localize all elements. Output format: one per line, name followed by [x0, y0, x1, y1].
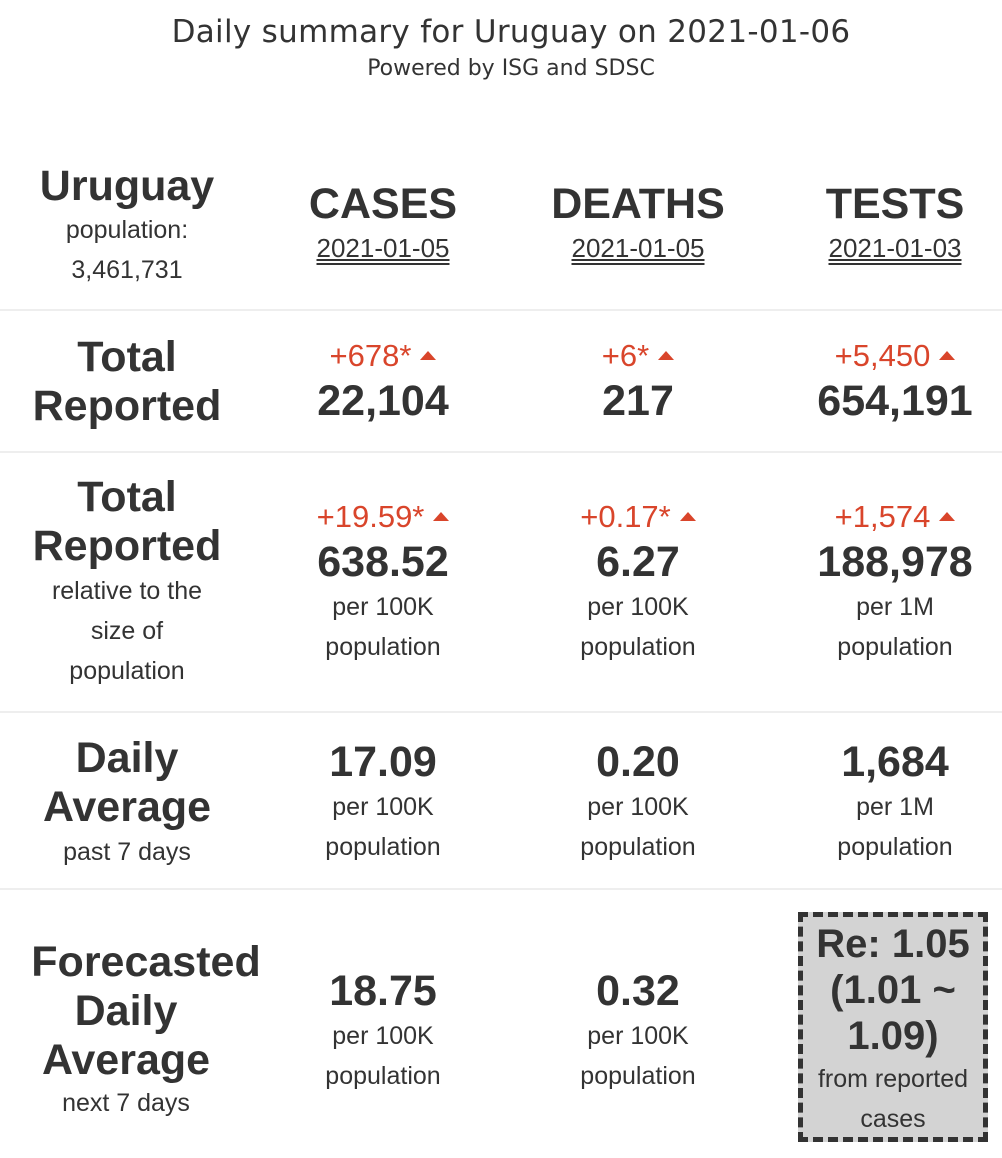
up-triangle-icon	[658, 351, 675, 360]
population-value: 3,461,731	[71, 256, 183, 284]
delta-text: +0.17*	[580, 499, 671, 534]
up-triangle-icon	[939, 351, 956, 360]
total-value: 217	[602, 377, 674, 425]
row-sublabel: population	[69, 657, 185, 685]
delta-value: +1,574	[795, 497, 995, 537]
column-date: 2021-01-03	[828, 233, 962, 263]
unit-label: population	[580, 1062, 696, 1090]
re-estimate-box: Re: 1.05 (1.01 ~ 1.09) from reported cas…	[798, 912, 988, 1142]
daily-value: 17.09	[329, 738, 437, 786]
forecast-value: 18.75	[329, 967, 437, 1015]
re-value: Re: 1.05	[816, 922, 970, 966]
row-divider	[0, 888, 1002, 890]
re-note: cases	[860, 1105, 926, 1133]
up-triangle-icon	[679, 512, 696, 521]
forecast-cases-cell: 18.75 per 100K population	[283, 966, 483, 1096]
unit-label: population	[325, 833, 441, 861]
row-sublabel: size of	[90, 617, 164, 645]
relative-value: 638.52	[317, 538, 449, 586]
row-divider	[0, 451, 1002, 453]
re-interval: (1.01 ~	[830, 968, 956, 1012]
row-label-forecast: Forecasted Daily Average next 7 days	[12, 938, 280, 1121]
row-label-line: Average	[42, 783, 212, 831]
daily-value: 1,684	[841, 738, 949, 786]
row-sublabel: relative to the	[51, 577, 203, 605]
row-label-line: Total	[77, 473, 177, 521]
relative-cases-cell: +19.59* 638.52 per 100K population	[283, 497, 483, 667]
forecast-deaths-cell: 0.32 per 100K population	[538, 966, 738, 1096]
unit-label: population	[837, 833, 953, 861]
row-label-line: Reported	[32, 522, 222, 570]
row-label-daily: Daily Average past 7 days	[17, 734, 237, 872]
column-label: DEATHS	[551, 180, 725, 228]
unit-label: per 100K	[332, 1022, 434, 1050]
column-label: CASES	[308, 180, 458, 228]
total-tests-cell: +5,450 654,191	[795, 336, 995, 426]
row-label-line: Total	[77, 333, 177, 381]
relative-tests-cell: +1,574 188,978 per 1M population	[795, 497, 995, 667]
delta-text: +5,450	[834, 338, 931, 373]
up-triangle-icon	[420, 351, 437, 360]
column-header-tests: TESTS 2021-01-03	[795, 178, 995, 266]
relative-value: 6.27	[596, 538, 680, 586]
daily-cases-cell: 17.09 per 100K population	[283, 737, 483, 867]
total-value: 22,104	[317, 377, 449, 425]
population-label: population:	[65, 216, 189, 244]
unit-label: population	[325, 633, 441, 661]
delta-text: +678*	[329, 338, 412, 373]
unit-label: population	[580, 633, 696, 661]
row-divider	[0, 309, 1002, 311]
row-divider	[0, 711, 1002, 713]
unit-label: per 100K	[587, 1022, 689, 1050]
total-value: 654,191	[817, 377, 973, 425]
row-label-total: Total Reported	[17, 333, 237, 431]
unit-label: per 1M	[856, 793, 934, 821]
row-sublabel: past 7 days	[63, 838, 191, 866]
unit-label: per 100K	[332, 793, 434, 821]
unit-label: population	[837, 633, 953, 661]
unit-label: per 100K	[587, 593, 689, 621]
relative-value: 188,978	[817, 538, 973, 586]
re-note: from reported	[817, 1065, 969, 1093]
forecast-value: 0.32	[596, 967, 680, 1015]
delta-text: +6*	[601, 338, 650, 373]
delta-text: +1,574	[834, 499, 931, 534]
relative-deaths-cell: +0.17* 6.27 per 100K population	[538, 497, 738, 667]
unit-label: population	[325, 1062, 441, 1090]
page-subtitle: Powered by ISG and SDSC	[367, 56, 655, 81]
delta-value: +0.17*	[538, 497, 738, 537]
column-date: 2021-01-05	[571, 233, 705, 263]
unit-label: per 1M	[856, 593, 934, 621]
row-label-relative: Total Reported relative to the size of p…	[17, 473, 237, 691]
up-triangle-icon	[433, 512, 450, 521]
up-triangle-icon	[939, 512, 956, 521]
delta-value: +6*	[538, 336, 738, 376]
total-cases-cell: +678* 22,104	[283, 336, 483, 426]
daily-tests-cell: 1,684 per 1M population	[795, 737, 995, 867]
row-label-line: Average	[41, 1036, 211, 1084]
row-label-line: Daily	[75, 734, 179, 782]
row-label-line: Daily	[74, 987, 178, 1035]
column-date: 2021-01-05	[316, 233, 450, 263]
row-label-line: Forecasted	[31, 938, 261, 986]
daily-value: 0.20	[596, 738, 680, 786]
delta-value: +5,450	[795, 336, 995, 376]
column-header-deaths: DEATHS 2021-01-05	[538, 178, 738, 266]
page-title: Daily summary for Uruguay on 2021-01-06	[171, 14, 851, 50]
re-interval: 1.09)	[847, 1014, 939, 1058]
unit-label: population	[580, 833, 696, 861]
column-header-cases: CASES 2021-01-05	[283, 178, 483, 266]
country-name: Uruguay	[39, 162, 215, 210]
delta-value: +678*	[283, 336, 483, 376]
daily-deaths-cell: 0.20 per 100K population	[538, 737, 738, 867]
unit-label: per 100K	[332, 593, 434, 621]
delta-text: +19.59*	[316, 499, 425, 534]
delta-value: +19.59*	[283, 497, 483, 537]
column-label: TESTS	[825, 180, 965, 228]
row-sublabel: next 7 days	[62, 1089, 190, 1117]
row-label-line: Reported	[32, 382, 222, 430]
unit-label: per 100K	[587, 793, 689, 821]
country-header: Uruguay population: 3,461,731	[17, 162, 237, 290]
total-deaths-cell: +6* 217	[538, 336, 738, 426]
